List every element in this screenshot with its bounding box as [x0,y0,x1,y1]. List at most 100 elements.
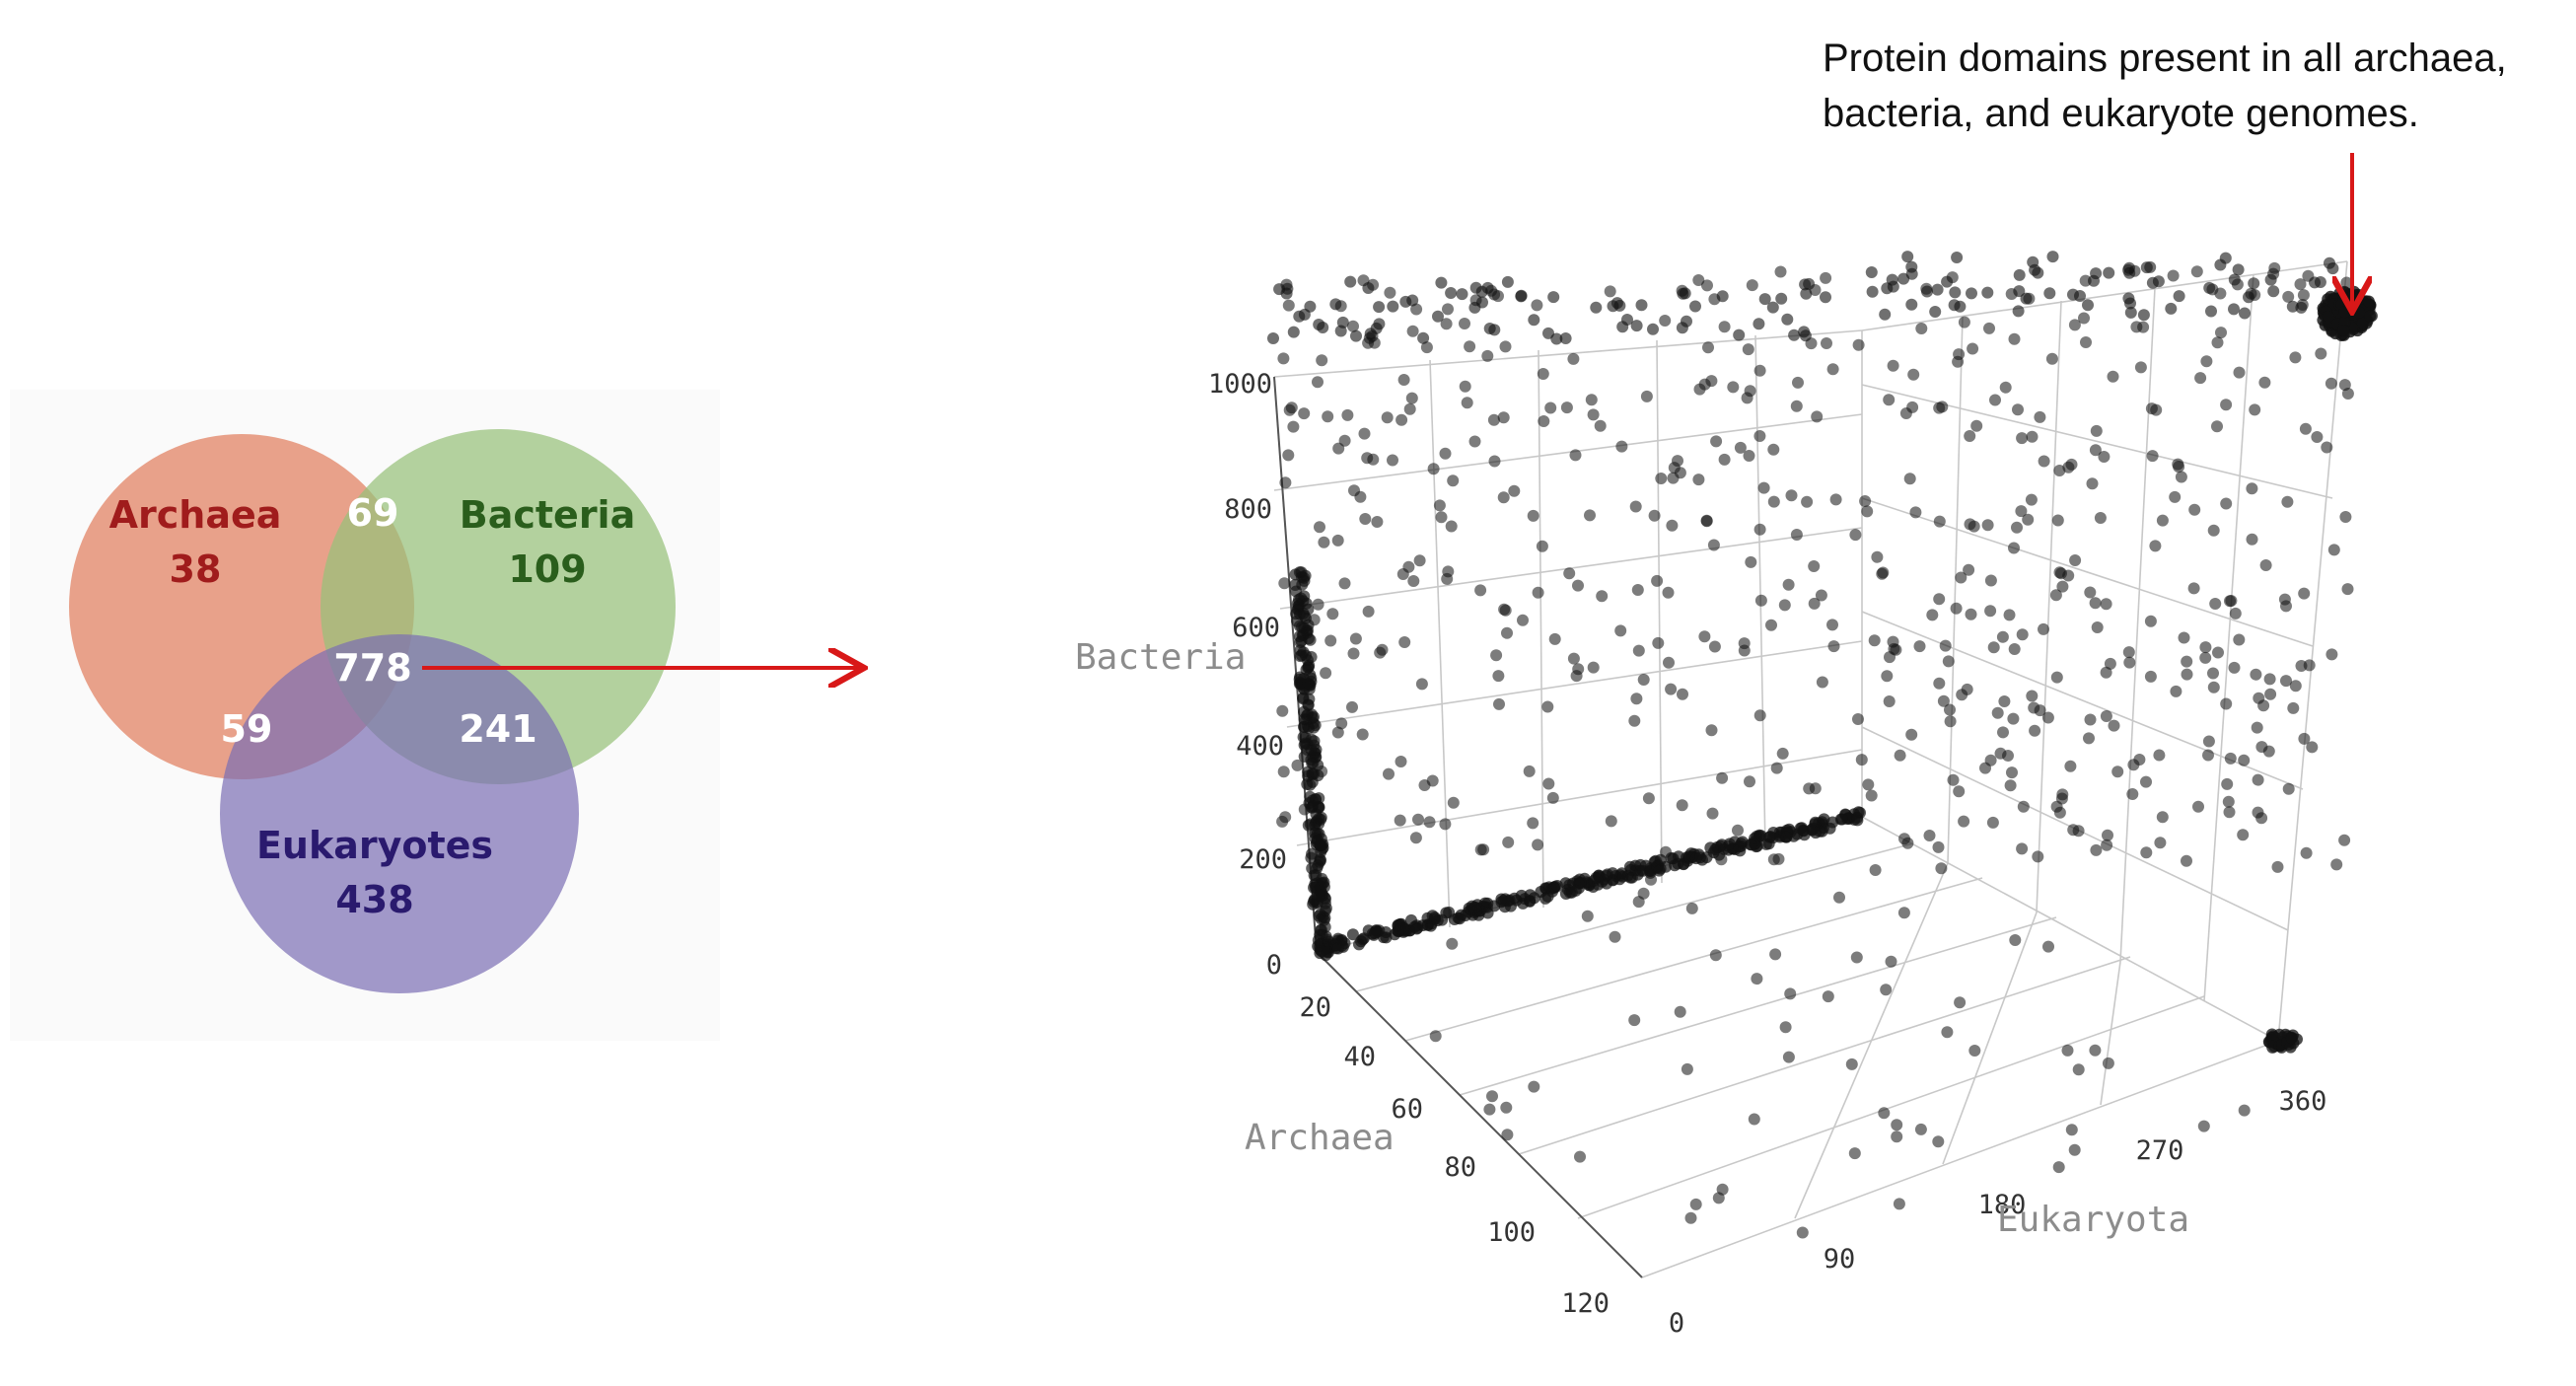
scatter-point [1468,435,1481,448]
scatter-point [1439,818,1452,831]
archaea-axis-title: Archaea [1245,1118,1395,1158]
scatter-point [1933,593,1946,606]
scatter-point [1501,1129,1514,1141]
scatter-point [1826,619,1838,631]
scatter-point [1501,275,1514,288]
scatter-point [2038,622,2049,635]
scatter-point [2051,514,2064,527]
eukaryotes-label: Eukaryotes [256,824,493,867]
scatter-point [1986,816,1999,829]
scatter-point [1849,529,1862,542]
scatter-point [1705,375,1718,388]
scatter-point [1909,506,1922,519]
scatter-point [1818,813,1830,826]
scatter-point [1358,427,1371,440]
scatter-point [2326,648,2338,661]
scatter-point [2255,741,2268,754]
scatter-point [1829,493,1842,506]
scatter-point [1406,294,1419,307]
scatter-point [1403,402,1416,415]
scatter-point [2042,940,2054,953]
scatter-point [1851,811,1864,824]
scatter-point [2246,482,2258,495]
scatter-point [1984,605,1997,618]
scatter-point [2173,290,2185,303]
scatter-point [2263,673,2276,686]
scatter-point [1935,862,1948,875]
scatter-point [2078,312,2090,325]
eukaryotes-count: 438 [335,878,413,921]
scatter-point [2103,266,2115,279]
scatter-point [2082,299,2094,312]
scatter-point [2297,289,2310,302]
scatter-point [1572,663,1585,676]
scatter-point [2144,670,2157,683]
scatter-point [1574,1150,1586,1163]
scatter-point [1681,1062,1693,1075]
scatter-point [1742,343,1754,356]
scatter-point [2045,352,2058,365]
scatter-point [1630,320,1643,332]
scatter-point [2146,276,2159,289]
scatter-point [2104,657,2116,670]
scatter-point [1362,282,1375,294]
scatter-point [1567,652,1580,665]
scatter-point [1439,447,1452,460]
scatter-point [2252,773,2264,786]
scatter-point [1781,313,1794,326]
scatter-point [2011,521,2023,534]
scatter-point [2053,806,2066,819]
scatter-point [1903,473,1916,485]
scatter-point [1605,815,1617,828]
scatter-point [1318,536,1330,548]
scatter-point [2243,291,2254,304]
scatter-point [1958,815,1970,828]
scatter-point [2072,1063,2085,1076]
scatter-point [1581,910,1594,922]
scatter-point [2102,1057,2114,1069]
scatter-point [1560,401,1573,414]
scatter-point [1302,708,1315,721]
scatter-point [1569,449,1582,462]
scatter-point [1584,509,1596,522]
archaea-label: Archaea [109,493,282,537]
scatter-point [1551,880,1564,892]
scatter-point [2041,711,2054,724]
scatter-point [1596,590,1609,603]
scatter-point [1408,920,1421,933]
scatter-point [1891,1131,1903,1143]
scatter-point [2353,306,2366,319]
scatter-point [1998,695,2011,707]
scatter-point [2064,760,2077,772]
scatter-point [2220,399,2233,411]
scatter-point [1396,568,1409,580]
scatter-point [1883,695,1896,707]
scatter-point [2053,465,2066,476]
scatter-point [1420,341,1433,354]
scatter-point [1331,942,1344,955]
scatter-point [1648,509,1661,522]
scatter-point [2298,587,2311,600]
scatter-point [2228,303,2240,316]
scatter-point [1669,859,1682,872]
scatter-point [1523,765,1536,777]
scatter-point [2282,290,2295,303]
scatter-3d: 0 200 400 600 800 1000 20 40 60 80 100 1… [1075,251,2378,1339]
scatter-point [1373,301,1386,314]
scatter-point [1429,912,1442,925]
scatter-point [2321,441,2333,454]
scatter-point [1528,1080,1540,1093]
scatter-point [1915,323,1928,334]
scatter-point [1647,323,1659,335]
scatter-point [1753,523,1766,536]
scatter-point [1346,700,1358,713]
scatter-point [2034,410,2046,423]
scatter-point [2178,631,2190,644]
scatter-point [1476,901,1489,912]
scatter-point [1298,407,1311,420]
scatter-point [1413,554,1426,567]
bacteria-tick: 200 [1239,844,1287,875]
scatter-point [1483,323,1496,334]
scatter-point [1933,677,1946,690]
